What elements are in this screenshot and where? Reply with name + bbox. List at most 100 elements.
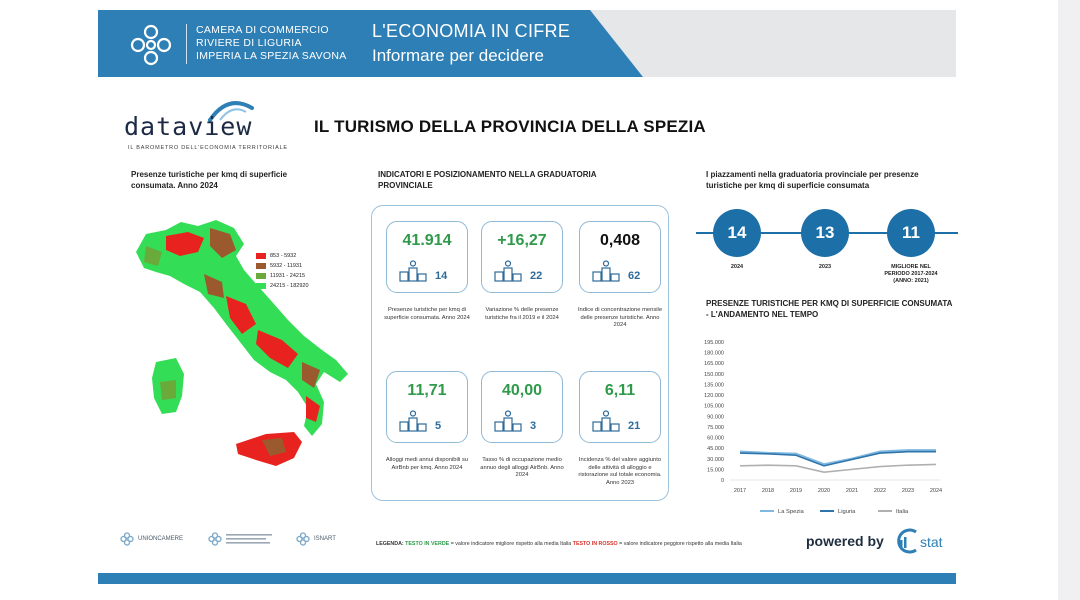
map-region-south-red <box>256 330 298 368</box>
y-tick-label: 90.000 <box>707 414 724 420</box>
rankings-title: I piazzamenti nella graduatoria provinci… <box>706 170 919 190</box>
map-title: Presenze turistiche per kmq di superfici… <box>131 170 288 190</box>
indicator-rank: 5 <box>435 420 442 432</box>
podium-icon <box>399 260 427 282</box>
map-region-center-brown <box>204 274 224 298</box>
indicator-card: 6,11 21 <box>579 371 661 443</box>
unioncamere-icon <box>120 532 134 546</box>
y-tick-label: 135.000 <box>704 382 724 388</box>
series-line-0 <box>739 449 937 466</box>
indicator-card: 11,71 5 <box>386 371 468 443</box>
legend-swatch-1 <box>256 263 266 269</box>
footer-bar <box>98 573 956 584</box>
podium-icon <box>494 410 522 432</box>
trend-line-chart: 195.000 180.000 165.000 150.000 135.000 120.0… <box>704 340 942 515</box>
rank-circle-2023: 13 <box>801 209 849 257</box>
legend-prefix: LEGENDA: <box>376 541 404 547</box>
legend-green-text: = valore indicatore migliore rispetto al… <box>449 541 573 547</box>
header-blue-shape <box>98 10 643 77</box>
legend-label: Liguria <box>838 509 856 515</box>
indicator-description: Indice di concentrazione mensile delle p… <box>577 307 663 329</box>
map-region-northeast <box>144 246 162 266</box>
y-tick-label: 105.000 <box>704 404 724 410</box>
podium-icon <box>494 260 522 282</box>
isnart-label: ISNART <box>314 536 336 542</box>
map-region-north-red <box>166 232 204 256</box>
legend-label: La Spezia <box>778 509 805 515</box>
indicator-value: 41.914 <box>402 232 452 249</box>
indicator-rank: 62 <box>628 270 641 282</box>
map-sardinia-inner <box>160 380 176 400</box>
rank-circle-best: 11 <box>887 209 935 257</box>
x-tick-label: 2018 <box>762 488 774 494</box>
legend-label-2: 11931 - 24215 <box>270 273 306 279</box>
side-scrollbar[interactable] <box>1058 0 1080 600</box>
map-legend-item: 5932 - 11931 <box>256 261 309 271</box>
y-tick-label: 150.000 <box>704 372 724 378</box>
y-tick-label: 75.000 <box>707 425 724 431</box>
chamber-line-3: IMPERIA LA SPEZIA SAVONA <box>196 50 347 62</box>
indicator-description: Tasso % di occupazione medio annuo degli… <box>480 457 564 479</box>
x-tick-label: 2020 <box>818 488 830 494</box>
indicator-value: +16,27 <box>497 232 547 249</box>
x-tick-label: 2023 <box>902 488 914 494</box>
map-region-north-brown <box>210 228 236 258</box>
rank-circle-2024: 14 <box>713 209 761 257</box>
indicator-rank: 14 <box>435 270 448 282</box>
map-legend-item: 853 - 5932 <box>256 251 309 261</box>
map-region-center-red <box>226 296 256 334</box>
italy-map <box>136 220 348 466</box>
indicator-value: 0,408 <box>599 232 641 249</box>
x-tick-label: 2022 <box>874 488 886 494</box>
footer-legend: LEGENDA: TESTO IN VERDE = valore indicat… <box>376 541 742 547</box>
isnart-icon <box>296 532 310 546</box>
istat-text: stat <box>920 534 943 550</box>
map-legend: 853 - 5932 5932 - 11931 11931 - 24215 24… <box>256 251 309 291</box>
rank-label-2023: 2023 <box>818 264 832 270</box>
y-tick-label: 165.000 <box>704 361 724 367</box>
indicator-rank: 22 <box>530 270 543 282</box>
indicators-panel <box>371 205 669 501</box>
indicator-card: 41.914 14 <box>386 221 468 293</box>
indicator-value: 11,71 <box>407 382 447 399</box>
header-subtitle: Informare per decidere <box>372 46 544 65</box>
page-title: IL TURISMO DELLA PROVINCIA DELLA SPEZIA <box>314 117 706 136</box>
indicator-value: 40,00 <box>501 382 543 399</box>
legend-label-0: 853 - 5932 <box>270 253 297 259</box>
dataview-tagline: IL BAROMETRO DELL'ECONOMIA TERRITORIALE <box>128 145 288 151</box>
podium-icon <box>399 410 427 432</box>
indicator-description: Presenze turistiche per kmq di superfici… <box>384 307 470 321</box>
map-region-calabria <box>306 396 320 422</box>
legend-red-text: = valore indicatore peggiore rispetto al… <box>617 541 742 547</box>
indicator-rank: 3 <box>530 420 537 432</box>
series-line-1 <box>739 450 936 467</box>
y-tick-label: 180.000 <box>704 351 724 357</box>
indicator-card: 40,00 3 <box>481 371 563 443</box>
istat-logo-icon: stat <box>897 528 943 554</box>
y-tick-label: 60.000 <box>707 436 724 442</box>
y-tick-label: 15.000 <box>707 467 724 473</box>
legend-label: Italia <box>896 509 909 515</box>
chart-title: PRESENZE TURISTICHE PER KMQ DI SUPERFICI… <box>706 299 953 319</box>
dataview-arc-icon <box>208 101 254 122</box>
rank-label-best: MIGLIORE NEL PERIODO 2017-2024 (ANNO: 20… <box>884 264 938 284</box>
indicator-description: Incidenza % del valore aggiunto delle at… <box>578 457 662 486</box>
legend-swatch-0 <box>256 253 266 259</box>
x-tick-label: 2019 <box>790 488 802 494</box>
centro-studi-icon <box>208 532 222 546</box>
map-region-south-brown <box>302 362 320 388</box>
chamber-line-1: CAMERA DI COMMERCIO <box>196 24 329 36</box>
map-legend-item: 24215 - 182920 <box>256 281 309 291</box>
isnart-logo: ISNART <box>296 532 336 546</box>
unioncamere-logo: UNIONCAMERE <box>120 532 183 546</box>
indicator-card: 0,408 62 <box>579 221 661 293</box>
indicator-description: Alloggi medi annui disponibili su AirBnb… <box>385 457 469 471</box>
x-tick-label: 2024 <box>930 488 942 494</box>
y-tick-label: 0 <box>721 478 724 484</box>
map-sicily-inner <box>262 438 286 456</box>
map-legend-item: 11931 - 24215 <box>256 271 309 281</box>
powered-by: powered by <box>806 533 884 549</box>
header-title: L'ECONOMIA IN CIFRE <box>372 21 571 41</box>
dataview-logo: dataview <box>124 112 253 141</box>
